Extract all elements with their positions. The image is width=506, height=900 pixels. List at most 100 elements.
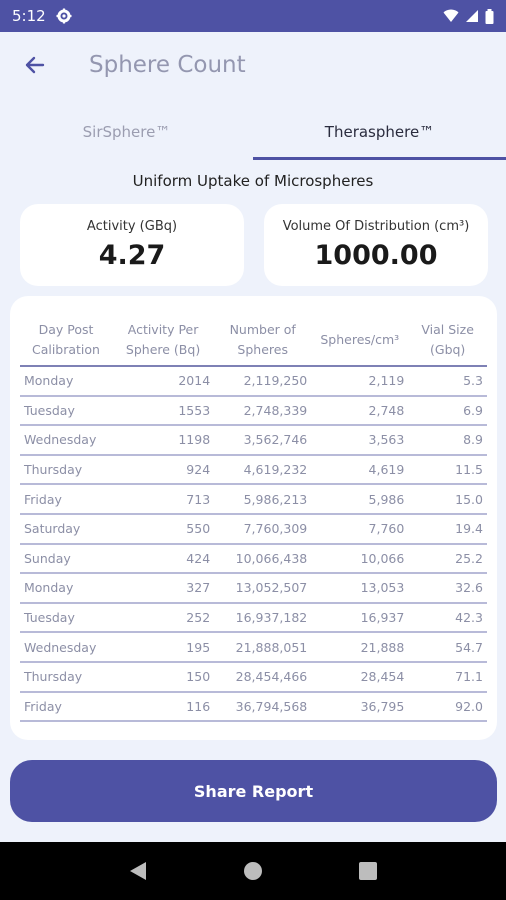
- cell-day: Saturday: [20, 513, 112, 545]
- tab-label: Therasphere™: [324, 123, 435, 141]
- cell-day: Tuesday: [20, 602, 112, 634]
- cell-activity-per-sphere: 550: [111, 513, 215, 545]
- activity-card: Activity (GBq) 4.27: [20, 204, 244, 286]
- cell-activity-per-sphere: 252: [111, 602, 215, 634]
- cell-vial-size: 15.0: [408, 484, 487, 515]
- volume-value: 1000.00: [314, 240, 438, 271]
- tab-sirsphere[interactable]: SirSphere™: [0, 104, 253, 160]
- cell-day: Wednesday: [20, 632, 112, 663]
- battery-icon: [485, 8, 494, 24]
- back-triangle-icon[interactable]: [126, 859, 150, 883]
- cell-vial-size: 11.5: [408, 454, 487, 486]
- activity-label: Activity (GBq): [86, 219, 178, 234]
- cell-number-of-spheres: 2,748,339: [214, 395, 312, 427]
- cell-number-of-spheres: 10,066,438: [214, 543, 312, 575]
- cell-activity-per-sphere: 195: [111, 632, 215, 663]
- cell-vial-size: 32.6: [408, 573, 487, 604]
- tab-therasphere[interactable]: Therasphere™: [253, 104, 506, 160]
- table-header-row: Day Post Calibration Activity Per Sphere…: [20, 314, 487, 367]
- header-number-of-spheres: Number of Spheres: [214, 314, 312, 367]
- system-nav-bar: [0, 842, 506, 900]
- cell-day: Thursday: [20, 454, 112, 486]
- cell-spheres-per-cm3: 36,795: [311, 691, 409, 723]
- cell-spheres-per-cm3: 28,454: [311, 661, 409, 693]
- cell-day: Monday: [20, 366, 112, 397]
- cell-spheres-per-cm3: 2,119: [311, 366, 409, 397]
- cellular-icon: [465, 9, 479, 23]
- back-button[interactable]: [20, 52, 50, 82]
- table-row: Friday 116 36,794,568 36,795 92.0: [20, 691, 487, 723]
- cell-day: Monday: [20, 573, 112, 604]
- table-row: Tuesday 1553 2,748,339 2,748 6.9: [20, 395, 487, 427]
- cell-day: Friday: [20, 484, 112, 515]
- header-spheres-per-cm3: Spheres/cm³: [311, 314, 409, 367]
- cell-number-of-spheres: 4,619,232: [214, 454, 312, 486]
- status-time: 5:12: [12, 7, 46, 25]
- cell-day: Thursday: [20, 661, 112, 693]
- arrow-left-icon: [23, 53, 47, 81]
- cell-number-of-spheres: 5,986,213: [214, 484, 312, 515]
- table-row: Friday 713 5,986,213 5,986 15.0: [20, 484, 487, 515]
- wifi-icon: [443, 9, 459, 23]
- cell-vial-size: 5.3: [408, 366, 487, 397]
- cell-day: Tuesday: [20, 395, 112, 427]
- status-icons: [443, 8, 494, 24]
- cell-number-of-spheres: 21,888,051: [214, 632, 312, 663]
- header-activity-per-sphere: Activity Per Sphere (Bq): [111, 314, 215, 367]
- cell-spheres-per-cm3: 3,563: [311, 425, 409, 456]
- cell-day: Sunday: [20, 543, 112, 575]
- cell-number-of-spheres: 16,937,182: [214, 602, 312, 634]
- cell-number-of-spheres: 2,119,250: [214, 366, 312, 397]
- table-row: Thursday 150 28,454,466 28,454 71.1: [20, 661, 487, 693]
- header-day: Day Post Calibration: [20, 314, 112, 367]
- cell-vial-size: 71.1: [408, 661, 487, 693]
- cell-spheres-per-cm3: 16,937: [311, 602, 409, 634]
- share-report-label: Share Report: [193, 781, 314, 801]
- cell-number-of-spheres: 13,052,507: [214, 573, 312, 604]
- share-report-button[interactable]: Share Report: [10, 760, 497, 822]
- cell-vial-size: 92.0: [408, 691, 487, 723]
- volume-card: Volume Of Distribution (cm³) 1000.00: [264, 204, 488, 286]
- cell-spheres-per-cm3: 5,986: [311, 484, 409, 515]
- app-bar: Sphere Count: [0, 32, 506, 104]
- cell-number-of-spheres: 36,794,568: [214, 691, 312, 723]
- cell-number-of-spheres: 7,760,309: [214, 513, 312, 545]
- cell-vial-size: 42.3: [408, 602, 487, 634]
- table-row: Monday 327 13,052,507 13,053 32.6: [20, 573, 487, 604]
- table-body: Monday 2014 2,119,250 2,119 5.3 Tuesday 1553 2,…: [20, 366, 487, 723]
- results-table-card: Day Post Calibration Activity Per Sphere…: [10, 296, 497, 740]
- table-row: Sunday 424 10,066,438 10,066 25.2: [20, 543, 487, 575]
- table-row: Wednesday 1198 3,562,746 3,563 8.9: [20, 425, 487, 456]
- table-row: Thursday 924 4,619,232 4,619 11.5: [20, 454, 487, 486]
- tab-bar: SirSphere™ Therasphere™: [0, 104, 506, 160]
- gear-icon: [56, 8, 72, 24]
- cell-activity-per-sphere: 2014: [111, 366, 215, 397]
- volume-label: Volume Of Distribution (cm³): [282, 219, 470, 234]
- tab-label: SirSphere™: [82, 123, 171, 141]
- cell-activity-per-sphere: 150: [111, 661, 215, 693]
- cell-spheres-per-cm3: 21,888: [311, 632, 409, 663]
- cell-spheres-per-cm3: 4,619: [311, 454, 409, 486]
- cell-activity-per-sphere: 327: [111, 573, 215, 604]
- cell-activity-per-sphere: 713: [111, 484, 215, 515]
- cell-spheres-per-cm3: 10,066: [311, 543, 409, 575]
- cell-activity-per-sphere: 1198: [111, 425, 215, 456]
- cell-activity-per-sphere: 924: [111, 454, 215, 486]
- cell-spheres-per-cm3: 13,053: [311, 573, 409, 604]
- results-table: Day Post Calibration Activity Per Sphere…: [20, 314, 487, 723]
- cell-activity-per-sphere: 116: [111, 691, 215, 723]
- section-subtitle: Uniform Uptake of Microspheres: [132, 172, 374, 190]
- cell-spheres-per-cm3: 7,760: [311, 513, 409, 545]
- cell-vial-size: 8.9: [408, 425, 487, 456]
- home-circle-icon[interactable]: [241, 859, 265, 883]
- cell-activity-per-sphere: 1553: [111, 395, 215, 427]
- table-row: Monday 2014 2,119,250 2,119 5.3: [20, 366, 487, 397]
- status-bar: 5:12: [0, 0, 506, 32]
- recents-square-icon[interactable]: [356, 859, 380, 883]
- cell-spheres-per-cm3: 2,748: [311, 395, 409, 427]
- cell-vial-size: 54.7: [408, 632, 487, 663]
- table-row: Saturday 550 7,760,309 7,760 19.4: [20, 513, 487, 545]
- cell-day: Friday: [20, 691, 112, 723]
- cell-number-of-spheres: 3,562,746: [214, 425, 312, 456]
- table-row: Tuesday 252 16,937,182 16,937 42.3: [20, 602, 487, 634]
